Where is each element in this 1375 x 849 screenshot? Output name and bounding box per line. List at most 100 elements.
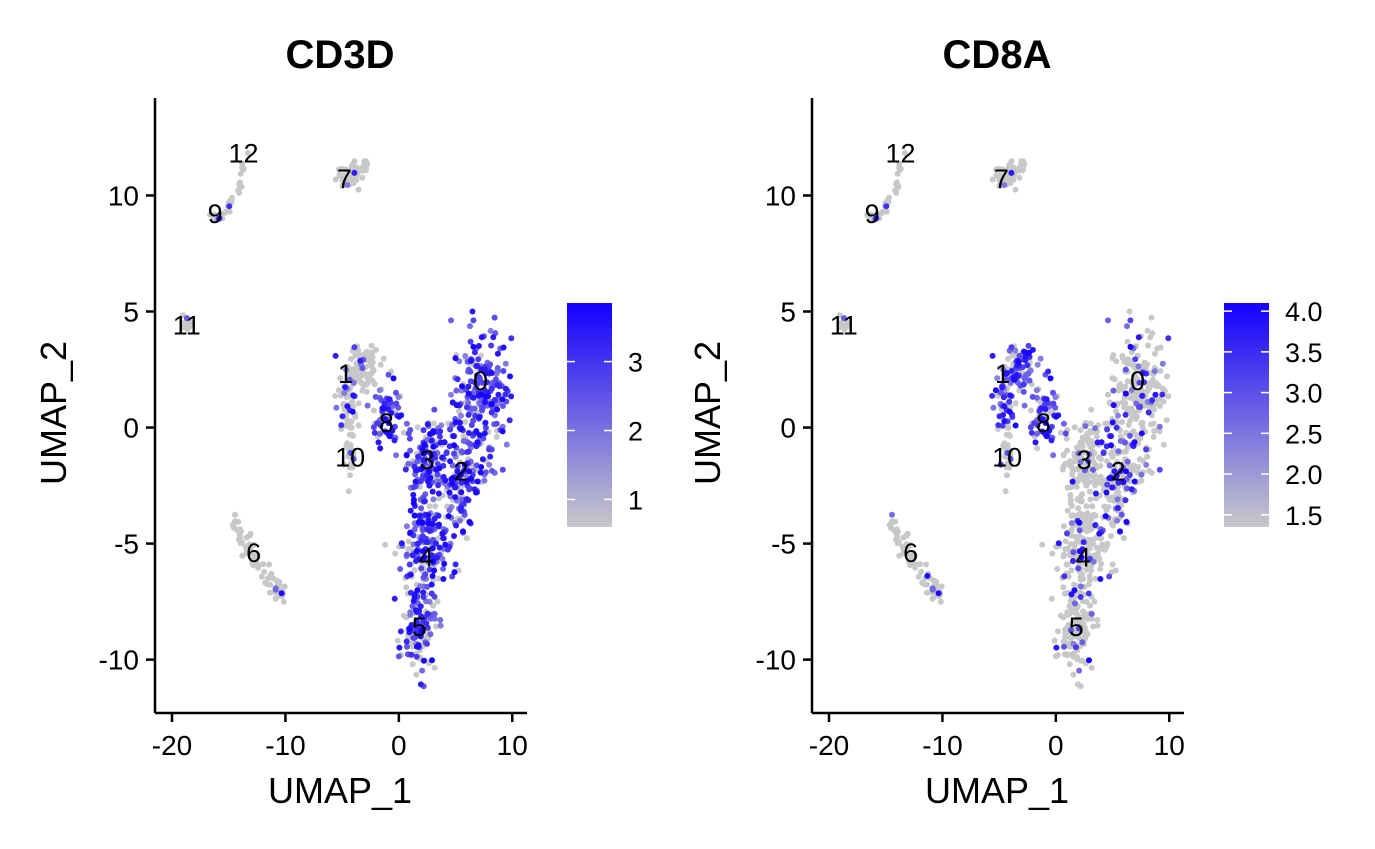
cell-point xyxy=(1084,556,1091,563)
cell-point xyxy=(1160,441,1167,448)
cell-point xyxy=(355,422,362,429)
cluster-label: 7 xyxy=(337,164,352,194)
cell-point xyxy=(416,512,423,519)
cell-point xyxy=(1067,500,1074,507)
cell-point xyxy=(894,170,901,177)
cell-point xyxy=(448,391,454,398)
cell-point xyxy=(1115,387,1122,394)
cell-point xyxy=(429,488,436,495)
cell-point xyxy=(1002,488,1009,495)
cell-point xyxy=(499,403,506,409)
cell-point xyxy=(1097,462,1104,469)
cell-point xyxy=(1085,437,1092,444)
cell-point xyxy=(469,308,476,315)
cell-point xyxy=(1126,472,1133,478)
cell-point xyxy=(417,681,424,688)
cell-point xyxy=(1124,338,1131,345)
cell-point xyxy=(472,384,479,391)
cell-point xyxy=(349,408,356,415)
cell-point xyxy=(464,449,471,455)
cell-point xyxy=(470,317,477,324)
cell-point xyxy=(1157,368,1164,374)
cell-point xyxy=(1076,667,1083,674)
cell-point xyxy=(350,455,357,462)
cell-point xyxy=(1037,355,1044,362)
cell-point xyxy=(1068,634,1075,641)
cell-point xyxy=(1151,427,1158,434)
cell-point xyxy=(1084,510,1091,517)
cell-point xyxy=(410,500,417,507)
cell-point xyxy=(1077,683,1084,690)
cell-point xyxy=(483,393,490,400)
cell-point xyxy=(356,370,363,377)
cell-point xyxy=(1124,458,1131,465)
cell-point xyxy=(1144,327,1151,334)
cell-point xyxy=(1062,430,1069,437)
cell-point xyxy=(1008,169,1015,176)
cell-point xyxy=(458,505,464,511)
cell-point xyxy=(478,334,485,341)
cell-point xyxy=(413,618,420,625)
cell-point xyxy=(337,375,344,382)
cell-point xyxy=(892,187,899,194)
cell-point xyxy=(439,530,446,537)
cell-point xyxy=(437,622,444,629)
cell-point xyxy=(1088,610,1095,617)
cell-point xyxy=(1034,430,1040,437)
cell-point xyxy=(1063,561,1070,568)
cell-point xyxy=(466,468,472,475)
cell-point xyxy=(1086,573,1093,579)
cell-point xyxy=(371,429,378,436)
cell-point xyxy=(1061,643,1067,650)
cell-point xyxy=(341,390,348,396)
cell-point xyxy=(344,403,351,410)
cell-point xyxy=(488,385,495,392)
cell-point xyxy=(382,416,388,423)
cell-point xyxy=(1082,478,1089,485)
cell-point xyxy=(447,458,454,465)
cell-point xyxy=(1075,450,1082,457)
cell-point xyxy=(1109,375,1116,382)
cell-point xyxy=(493,433,500,440)
cell-point xyxy=(1135,334,1142,341)
x-tick-label: -10 xyxy=(922,730,962,761)
cell-point xyxy=(1087,602,1093,609)
cell-point xyxy=(243,534,250,541)
cell-point xyxy=(441,560,448,567)
cell-point xyxy=(1061,590,1068,597)
cell-point xyxy=(1006,398,1013,405)
cell-point xyxy=(350,379,357,386)
cell-point xyxy=(426,482,433,489)
cell-point xyxy=(1086,488,1093,495)
cell-point xyxy=(368,342,375,349)
cell-point xyxy=(1131,478,1138,485)
cell-point xyxy=(923,561,930,568)
cell-point xyxy=(482,469,489,476)
cell-point xyxy=(430,443,437,450)
cell-point xyxy=(350,432,356,439)
cell-point xyxy=(332,352,339,359)
cell-point xyxy=(1077,439,1084,446)
cell-point xyxy=(1151,350,1158,357)
cell-point xyxy=(1024,362,1031,369)
cell-point xyxy=(419,667,426,674)
cell-point xyxy=(508,335,515,342)
cell-point xyxy=(1113,424,1120,431)
cell-point xyxy=(246,541,253,548)
cluster-label: 11 xyxy=(830,310,858,340)
cell-point xyxy=(386,396,393,403)
cell-point xyxy=(473,428,480,435)
cell-point xyxy=(475,373,482,380)
cell-point xyxy=(370,407,377,414)
cell-point xyxy=(1070,671,1077,678)
cell-point xyxy=(1052,394,1059,401)
cell-point xyxy=(1060,584,1067,591)
cell-point xyxy=(361,164,368,171)
cluster-label: 0 xyxy=(473,366,488,396)
cell-point xyxy=(453,387,460,394)
cell-point xyxy=(1006,179,1012,185)
cluster-label: 9 xyxy=(865,199,880,229)
cell-point xyxy=(1131,439,1138,446)
cell-point xyxy=(406,561,413,568)
